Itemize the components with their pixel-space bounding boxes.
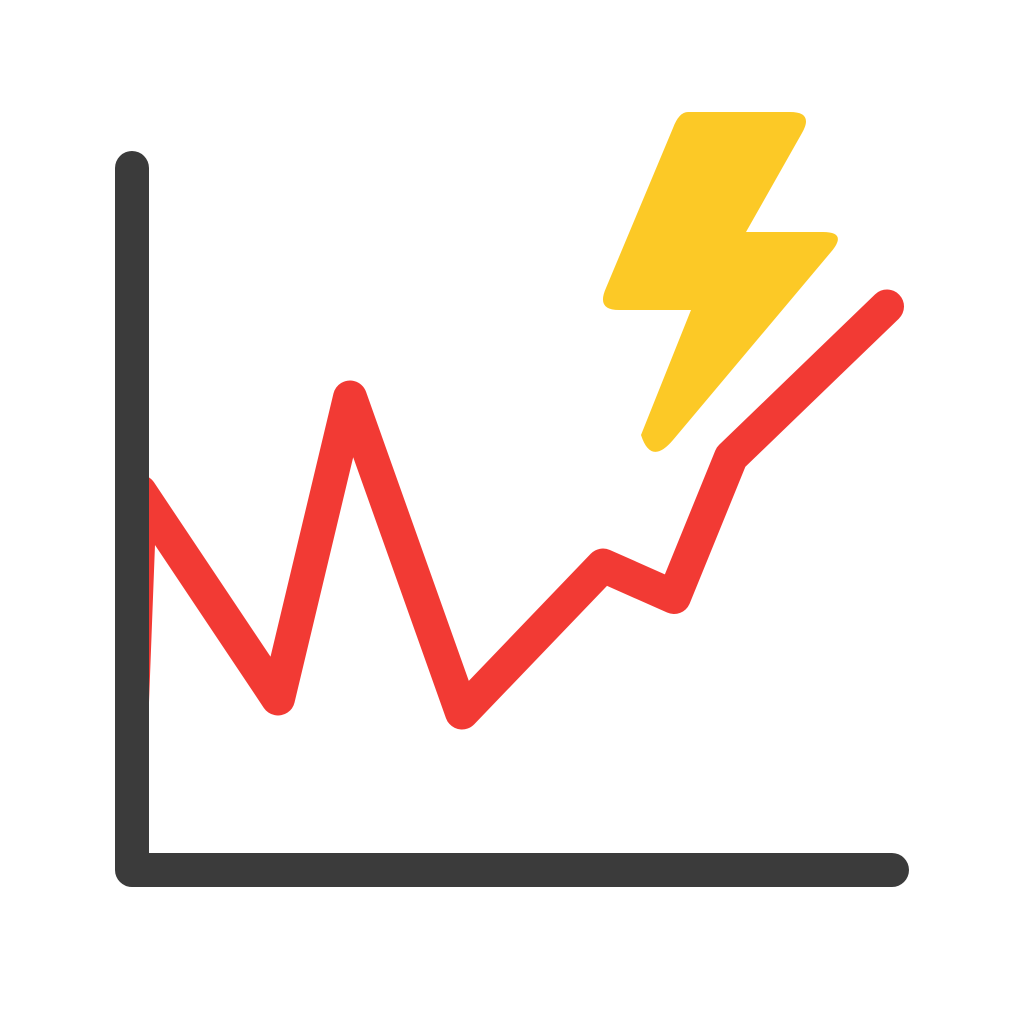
chart-axes-icon <box>115 151 909 887</box>
lightning-bolt-icon <box>602 112 838 452</box>
trend-line <box>115 289 904 730</box>
